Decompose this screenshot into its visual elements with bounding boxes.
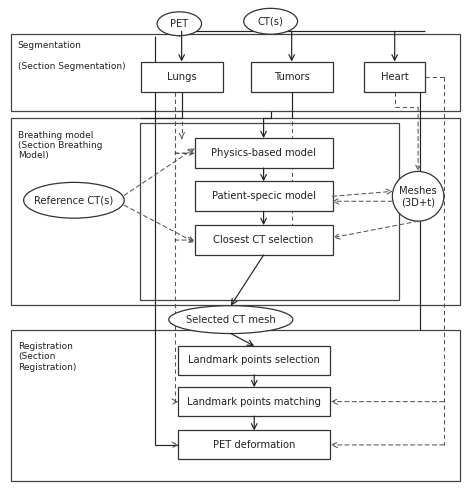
Bar bbox=[11, 34, 460, 111]
Ellipse shape bbox=[392, 172, 444, 221]
Ellipse shape bbox=[244, 8, 298, 34]
Text: Registration
(Section
Registration): Registration (Section Registration) bbox=[18, 342, 76, 372]
Text: Closest CT selection: Closest CT selection bbox=[213, 235, 314, 245]
Bar bbox=[178, 387, 330, 416]
Text: Tumors: Tumors bbox=[274, 72, 309, 82]
Bar bbox=[195, 138, 333, 168]
Text: PET deformation: PET deformation bbox=[213, 440, 295, 450]
Text: Lungs: Lungs bbox=[167, 72, 196, 82]
Text: Landmark points matching: Landmark points matching bbox=[187, 396, 321, 406]
Text: PET: PET bbox=[170, 19, 188, 29]
Text: Physics-based model: Physics-based model bbox=[211, 148, 316, 158]
Bar bbox=[11, 330, 460, 481]
Text: Landmark points selection: Landmark points selection bbox=[188, 356, 320, 366]
Text: Selected CT mesh: Selected CT mesh bbox=[186, 314, 276, 324]
Bar bbox=[178, 430, 330, 460]
Ellipse shape bbox=[157, 12, 202, 36]
Bar bbox=[141, 62, 223, 92]
Text: Patient-specic model: Patient-specic model bbox=[211, 192, 316, 202]
Text: Heart: Heart bbox=[381, 72, 408, 82]
Text: CT(s): CT(s) bbox=[258, 16, 284, 26]
Text: Breathing model
(Section Breathing
Model): Breathing model (Section Breathing Model… bbox=[18, 130, 102, 160]
Bar bbox=[178, 346, 330, 375]
Text: Reference CT(s): Reference CT(s) bbox=[34, 196, 114, 205]
Text: Segmentation

(Section Segmentation): Segmentation (Section Segmentation) bbox=[18, 41, 125, 71]
Ellipse shape bbox=[169, 306, 293, 334]
Bar bbox=[364, 62, 425, 92]
Bar bbox=[251, 62, 333, 92]
Ellipse shape bbox=[24, 182, 124, 218]
Bar bbox=[11, 118, 460, 304]
Bar bbox=[195, 225, 333, 255]
Bar bbox=[139, 123, 399, 300]
Bar bbox=[195, 182, 333, 211]
Text: Meshes
(3D+t): Meshes (3D+t) bbox=[399, 186, 437, 207]
